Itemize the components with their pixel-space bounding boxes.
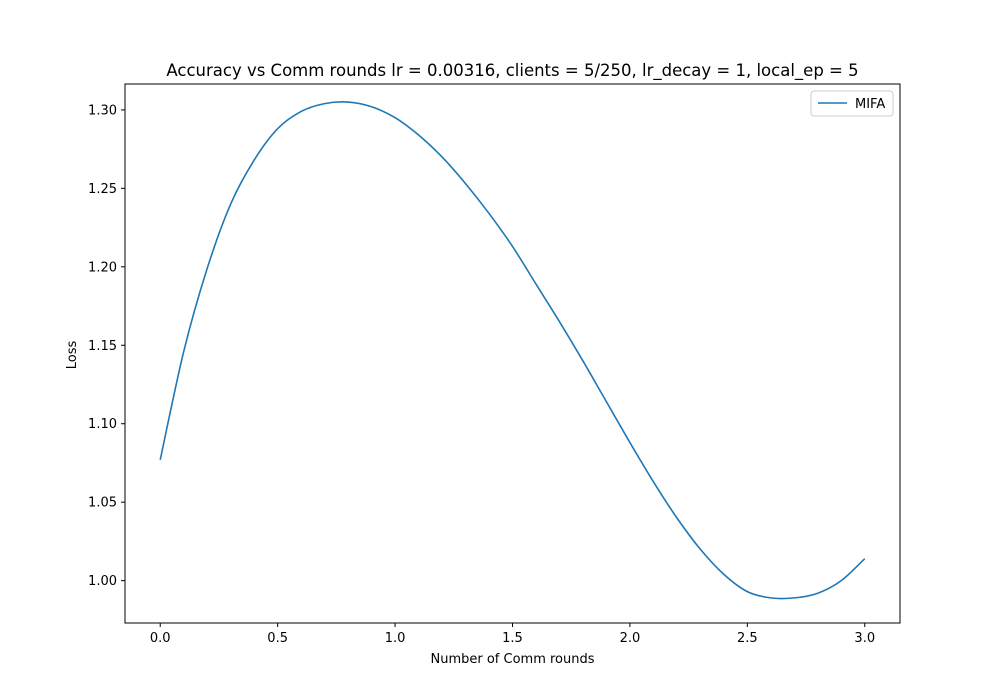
legend-label-mifa: MIFA [855,97,885,112]
series-line-mifa [159,101,866,600]
x-axis-label: Number of Comm rounds [430,652,594,667]
y-tick-label: 1.25 [88,182,117,197]
y-axis: 1.00 1.05 1.10 1.15 1.20 1.25 1.30 [88,103,125,589]
legend: MIFA [810,90,894,117]
y-axis-label: Loss [65,341,80,370]
y-tick-label: 1.20 [88,260,117,275]
chart-title: Accuracy vs Comm rounds lr = 0.00316, cl… [166,61,858,81]
x-tick-label: 3.0 [854,631,875,646]
plot-area [125,84,900,623]
x-tick-label: 1.5 [502,631,523,646]
x-axis: 0.0 0.5 1.0 1.5 2.0 2.5 3.0 [150,623,875,646]
plot-frame [124,83,901,624]
x-tick-label: 2.5 [737,631,758,646]
x-tick-label: 0.0 [150,631,171,646]
y-tick-label: 1.00 [88,574,117,589]
x-tick-label: 1.0 [385,631,406,646]
legend-box [810,90,894,117]
y-tick-label: 1.30 [88,103,117,118]
y-tick-label: 1.10 [88,417,117,432]
y-tick-label: 1.05 [88,496,117,511]
x-tick-label: 0.5 [267,631,288,646]
x-tick-label: 2.0 [620,631,641,646]
y-tick-label: 1.15 [88,339,117,354]
